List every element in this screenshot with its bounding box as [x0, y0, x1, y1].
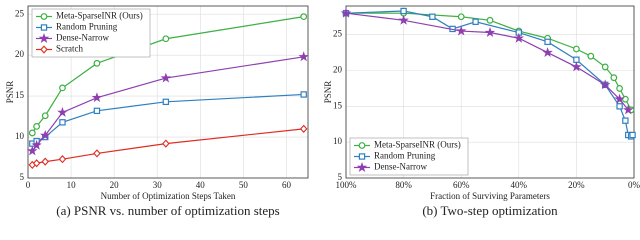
marker: [298, 51, 309, 62]
marker: [622, 117, 629, 124]
marker: [484, 27, 496, 37]
y-tick-label: 5: [20, 172, 25, 182]
caption: (a) PSNR vs. number of optimization step…: [56, 203, 280, 218]
marker: [601, 63, 609, 71]
legend-label: Dense-Narrow: [56, 33, 109, 43]
marker: [93, 107, 101, 115]
plot-frame: [27, 5, 309, 179]
legend-label: Scratch: [56, 44, 83, 54]
marker: [40, 24, 48, 31]
marker: [39, 129, 51, 140]
marker: [162, 139, 170, 148]
marker: [38, 32, 50, 43]
marker: [93, 149, 101, 158]
x-axis-label: Fraction of Surviving Parameters: [430, 191, 550, 201]
x-tick-label: 30: [153, 180, 163, 190]
legend-label: Random Pruning: [56, 22, 118, 32]
x-tick-label: 10: [67, 180, 77, 190]
y-tick-label: 15: [333, 100, 343, 110]
marker: [40, 45, 48, 54]
marker: [27, 145, 38, 156]
marker: [93, 59, 101, 67]
x-tick-label: 80%: [395, 180, 412, 190]
marker: [358, 153, 366, 160]
marker: [31, 139, 42, 150]
y-tick-label: 10: [15, 131, 25, 141]
marker: [587, 52, 595, 60]
x-tick-label: 0%: [628, 180, 640, 190]
marker: [40, 13, 48, 20]
y-axis-label: PSNR: [323, 81, 333, 104]
legend-label: Meta-SparseINR (Ours): [56, 11, 143, 21]
figure: 5 10 15 20 25 0 10 20 30 40 50 60 Number of Optimiza…: [5, 5, 640, 218]
x-tick-label: 40: [196, 180, 206, 190]
marker: [398, 14, 409, 25]
marker: [41, 157, 49, 166]
marker: [542, 47, 553, 58]
marker: [400, 7, 407, 15]
marker: [91, 92, 103, 103]
marker: [621, 95, 629, 103]
marker: [32, 159, 41, 168]
marker: [41, 112, 49, 120]
marker: [162, 98, 170, 106]
legend-label: Meta-SparseINR (Ours): [374, 140, 461, 150]
marker: [629, 131, 636, 139]
marker: [160, 72, 172, 83]
marker: [59, 84, 66, 92]
marker: [429, 13, 436, 20]
marker: [610, 74, 618, 82]
x-tick-label: 0: [26, 180, 31, 190]
x-tick-label: 60: [282, 180, 292, 190]
y-axis-label: PSNR: [5, 81, 15, 104]
marker: [573, 45, 580, 53]
series-line: [346, 12, 632, 111]
x-tick-label: 20: [110, 180, 120, 190]
marker: [59, 119, 66, 126]
legend-label: Random Pruning: [374, 151, 436, 161]
x-tick-label: 60%: [453, 180, 470, 190]
x-tick-label: 100%: [336, 180, 358, 190]
series-line: [345, 12, 629, 111]
x-axis-label: Number of Optimization Steps Taken: [101, 191, 236, 201]
marker: [544, 38, 551, 46]
y-tick-label: 25: [333, 29, 343, 39]
marker: [33, 122, 41, 130]
marker: [513, 32, 525, 43]
marker: [623, 104, 634, 115]
marker: [300, 91, 307, 98]
marker: [28, 129, 36, 137]
y-tick-label: 5: [338, 172, 343, 182]
marker: [616, 103, 623, 110]
marker: [57, 106, 68, 117]
x-tick-label: 40%: [511, 180, 528, 190]
caption: (b) Two-step optimization: [422, 203, 558, 218]
y-tick-label: 20: [333, 65, 343, 75]
marker: [599, 79, 611, 90]
marker: [162, 35, 170, 43]
marker: [455, 25, 467, 36]
marker: [300, 13, 308, 21]
marker: [486, 16, 494, 24]
marker: [616, 85, 623, 92]
marker: [358, 142, 366, 149]
x-tick-label: 20%: [568, 180, 585, 190]
y-tick-label: 25: [15, 8, 25, 18]
y-tick-label: 10: [333, 136, 343, 146]
legend-label: Dense-Narrow: [374, 162, 427, 172]
marker: [457, 13, 465, 21]
marker: [299, 124, 308, 133]
marker: [472, 18, 479, 25]
x-tick-label: 50: [239, 180, 249, 190]
marker: [340, 7, 352, 18]
marker: [571, 61, 582, 72]
plot-frame: [345, 5, 635, 179]
marker: [58, 155, 67, 164]
y-tick-label: 15: [15, 90, 25, 100]
y-tick-label: 20: [15, 49, 25, 59]
series-line: [32, 128, 304, 166]
marker: [356, 161, 368, 172]
marker: [614, 93, 625, 104]
